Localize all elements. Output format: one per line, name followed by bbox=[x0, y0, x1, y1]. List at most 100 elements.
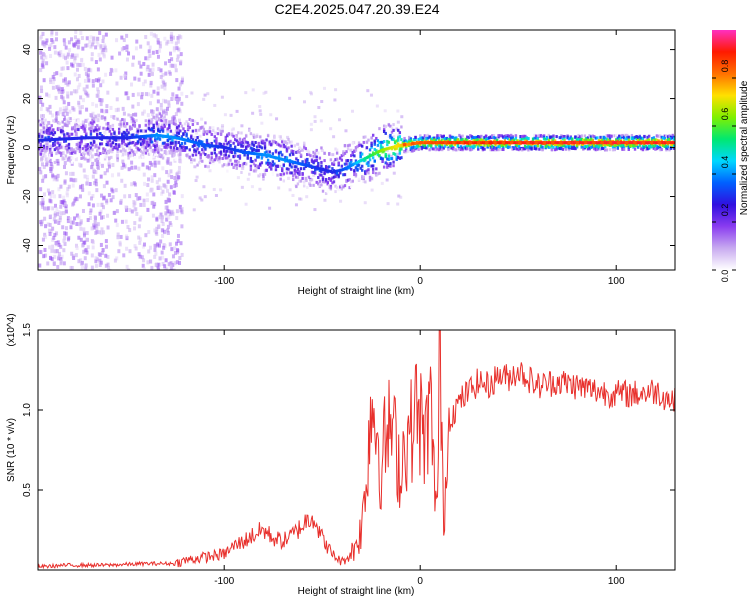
ridge-cell bbox=[144, 123, 148, 127]
ridge-cell bbox=[132, 119, 135, 123]
ridge-cell bbox=[64, 139, 68, 143]
noise-cell bbox=[39, 150, 43, 155]
ridge-cell bbox=[210, 158, 213, 162]
ridge-cell bbox=[520, 148, 524, 152]
ridge-cell bbox=[619, 144, 623, 148]
noise-cell bbox=[122, 38, 126, 43]
ridge-cell bbox=[362, 175, 365, 179]
ridge-core bbox=[368, 154, 372, 158]
noise-cell bbox=[160, 250, 164, 255]
noise-cell bbox=[94, 255, 98, 260]
ridge-cell bbox=[357, 177, 361, 181]
noise-cell bbox=[69, 177, 73, 182]
ridge-cell bbox=[139, 154, 143, 158]
ridge-peak bbox=[443, 140, 448, 145]
ridge-cell bbox=[197, 128, 201, 132]
ridge-cell bbox=[241, 140, 245, 144]
ridge-cell bbox=[86, 143, 90, 147]
ridge-cell bbox=[113, 132, 116, 136]
ridge-core bbox=[320, 167, 323, 171]
noise-cell bbox=[137, 224, 141, 229]
noise-cell bbox=[98, 211, 102, 216]
noise-cell bbox=[51, 226, 55, 231]
noise-cell bbox=[122, 111, 126, 116]
ridge-cell bbox=[128, 125, 132, 129]
noise-cell bbox=[150, 265, 154, 270]
ridge-cell bbox=[371, 164, 375, 168]
noise-cell bbox=[68, 132, 72, 137]
ridge-cell bbox=[116, 159, 119, 163]
ridge-cell bbox=[190, 136, 193, 140]
ridge-cell bbox=[194, 151, 198, 155]
noise-cell bbox=[39, 135, 43, 140]
ridge-core bbox=[262, 153, 265, 157]
ridge-cell bbox=[183, 122, 187, 126]
noise-cell bbox=[109, 71, 113, 76]
ridge-cell bbox=[298, 145, 301, 149]
ridge-core bbox=[161, 134, 165, 138]
ridge-cell bbox=[265, 161, 268, 165]
noise-cell bbox=[63, 161, 67, 166]
ridge-cell bbox=[210, 156, 213, 160]
noise-cell bbox=[159, 102, 163, 107]
ridge-core bbox=[260, 153, 264, 157]
noise-cell bbox=[84, 71, 88, 76]
ridge-cell bbox=[480, 138, 483, 142]
ridge-cell bbox=[285, 141, 289, 145]
ridge-cell bbox=[459, 135, 463, 139]
noise-cell bbox=[101, 230, 105, 235]
noise-cell bbox=[172, 190, 176, 195]
noise-cell bbox=[143, 142, 147, 147]
noise-cell bbox=[177, 86, 181, 91]
ridge-cell bbox=[641, 148, 645, 152]
ridge-cell bbox=[384, 124, 387, 128]
noise-cell bbox=[176, 54, 180, 59]
noise-cell bbox=[57, 187, 61, 192]
noise-cell bbox=[344, 129, 348, 133]
ridge-cell bbox=[382, 149, 386, 153]
ridge-cell bbox=[618, 143, 621, 147]
noise-cell bbox=[121, 147, 125, 152]
ridge-cell bbox=[215, 139, 218, 143]
ridge-cell bbox=[183, 141, 187, 145]
ridge-cell bbox=[331, 162, 334, 166]
ridge-cell bbox=[329, 158, 333, 162]
ridge-cell bbox=[48, 153, 52, 157]
noise-cell bbox=[220, 125, 224, 129]
ridge-cell bbox=[514, 136, 518, 140]
noise-cell bbox=[48, 104, 52, 109]
ridge-cell bbox=[133, 123, 137, 127]
ridge-cell bbox=[158, 112, 162, 116]
spectrogram-x-tick-label: -100 bbox=[214, 276, 234, 287]
ridge-core bbox=[139, 135, 143, 139]
ridge-cell bbox=[75, 128, 79, 132]
ridge-cell bbox=[607, 138, 610, 142]
ridge-cell bbox=[660, 148, 663, 152]
ridge-cell bbox=[124, 133, 127, 137]
spectrogram-x-tick-label: 100 bbox=[608, 276, 625, 287]
ridge-cell bbox=[262, 141, 265, 145]
ridge-cell bbox=[117, 127, 121, 131]
ridge-cell bbox=[335, 148, 339, 152]
noise-cell bbox=[396, 202, 400, 206]
ridge-cell bbox=[94, 153, 97, 157]
ridge-cell bbox=[621, 143, 624, 147]
ridge-cell bbox=[370, 145, 373, 149]
ridge-cell bbox=[293, 165, 296, 169]
ridge-cell bbox=[216, 158, 220, 162]
ridge-cell bbox=[265, 168, 268, 172]
noise-cell bbox=[397, 194, 401, 198]
noise-cell bbox=[203, 93, 207, 97]
ridge-core bbox=[111, 136, 115, 140]
ridge-cell bbox=[447, 137, 450, 141]
ridge-cell bbox=[100, 137, 104, 141]
ridge-core bbox=[390, 146, 394, 150]
ridge-cell bbox=[404, 148, 408, 152]
ridge-cell bbox=[495, 138, 499, 142]
noise-cell bbox=[103, 130, 107, 135]
ridge-core bbox=[284, 158, 287, 162]
noise-cell bbox=[179, 241, 183, 246]
ridge-cell bbox=[117, 143, 121, 147]
noise-cell bbox=[41, 197, 45, 202]
ridge-cell bbox=[116, 117, 119, 121]
